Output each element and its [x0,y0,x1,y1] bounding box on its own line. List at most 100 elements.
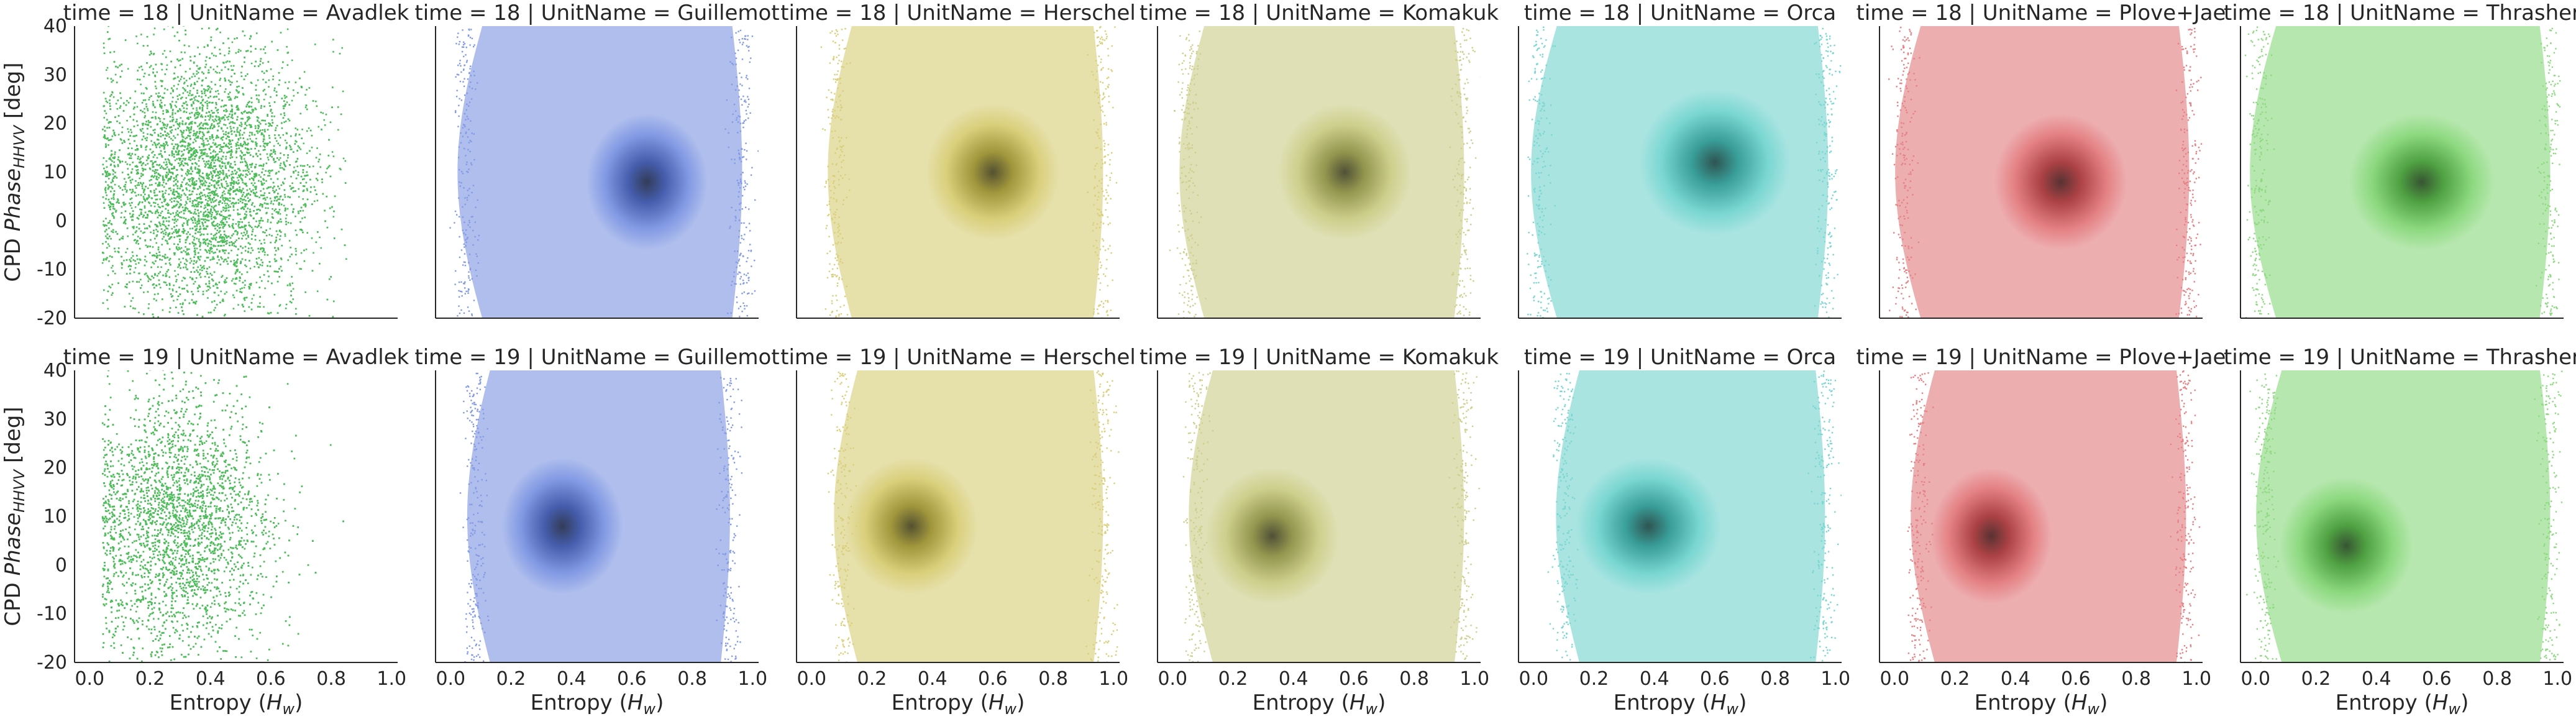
scatter-point [244,334,246,336]
scatter-point [339,53,341,55]
scatter-point [143,214,145,216]
scatter-point [239,291,241,293]
scatter-point [208,327,209,329]
scatter-point [196,73,198,75]
scatter-point [157,211,160,214]
scatter-point [171,120,173,122]
scatter-point [255,188,257,190]
scatter-point [178,157,180,160]
scatter-point [199,255,202,258]
scatter-point [247,73,249,75]
scatter-point [231,280,233,282]
scatter-point [276,234,279,236]
scatter-point [158,221,160,224]
scatter-point [290,146,292,148]
scatter-point [183,250,185,252]
scatter-point [216,181,217,183]
scatter-point [224,114,226,116]
scatter-point [207,200,209,202]
scatter-point [110,190,112,193]
scatter-point [254,239,257,241]
scatter-point [231,249,232,252]
scatter-point [247,167,249,169]
scatter-point [269,153,272,155]
scatter-point [229,188,232,190]
scatter-point [219,85,221,87]
scatter-point [184,204,186,206]
scatter-point [148,96,150,99]
scatter-point [210,233,212,236]
scatter-point [191,202,194,204]
scatter-point [227,52,230,55]
scatter-point [244,176,247,178]
scatter-point [213,325,215,327]
scatter-point [196,70,198,72]
scatter-point [211,184,212,186]
scatter-point [253,173,255,175]
scatter-point [243,78,245,81]
scatter-point [237,116,239,118]
scatter-point [106,247,108,249]
scatter-point [229,206,231,208]
scatter-point [240,122,242,124]
scatter-point [118,185,120,187]
scatter-point [244,284,246,286]
scatter-point [244,170,247,172]
scatter-point [275,173,277,175]
scatter-point [221,117,223,120]
scatter-point [164,192,167,195]
scatter-point [225,155,227,158]
scatter-point [257,208,260,211]
scatter-point [295,81,297,83]
scatter-point [219,117,221,119]
scatter-point [194,281,196,283]
scatter-point [121,189,124,191]
scatter-point [201,107,204,109]
scatter-point [171,227,173,230]
scatter-point [285,96,288,98]
scatter-point [158,163,161,166]
scatter-point [152,326,154,327]
scatter-point [190,271,192,273]
scatter-point [140,287,142,289]
scatter-point [188,327,190,329]
scatter-point [209,311,212,314]
scatter-point [176,278,178,281]
scatter-point [224,319,226,321]
scatter-point [273,293,276,296]
scatter-point [170,107,172,109]
scatter-point [130,216,132,218]
scatter-point [207,257,209,259]
scatter-point [109,103,111,104]
scatter-point [105,100,107,103]
scatter-point [201,184,204,186]
scatter-point [243,198,245,201]
scatter-point [165,282,167,284]
scatter-point [217,116,220,118]
scatter-point [216,145,218,148]
scatter-point [188,145,190,147]
scatter-point [199,244,201,246]
scatter-point [135,187,137,189]
scatter-point [155,169,157,171]
scatter-point [249,138,252,140]
scatter-point [295,140,296,142]
scatter-point [208,185,211,187]
scatter-point [220,167,222,170]
scatter-point [111,327,112,329]
scatter-point [227,236,229,237]
scatter-point [144,326,146,328]
scatter-point [263,182,265,185]
scatter-point [213,221,215,222]
scatter-point [275,160,276,163]
scatter-point [212,119,214,121]
scatter-point [154,195,157,196]
scatter-point [144,205,146,208]
scatter-point [139,162,140,163]
facet-panels: time = 18 | UnitName = Avadlek-20-100102… [37,1,2576,690]
scatter-point [203,215,204,218]
scatter-point [199,286,201,288]
scatter-point [170,293,172,295]
scatter-point [329,207,331,209]
scatter-point [182,87,184,89]
